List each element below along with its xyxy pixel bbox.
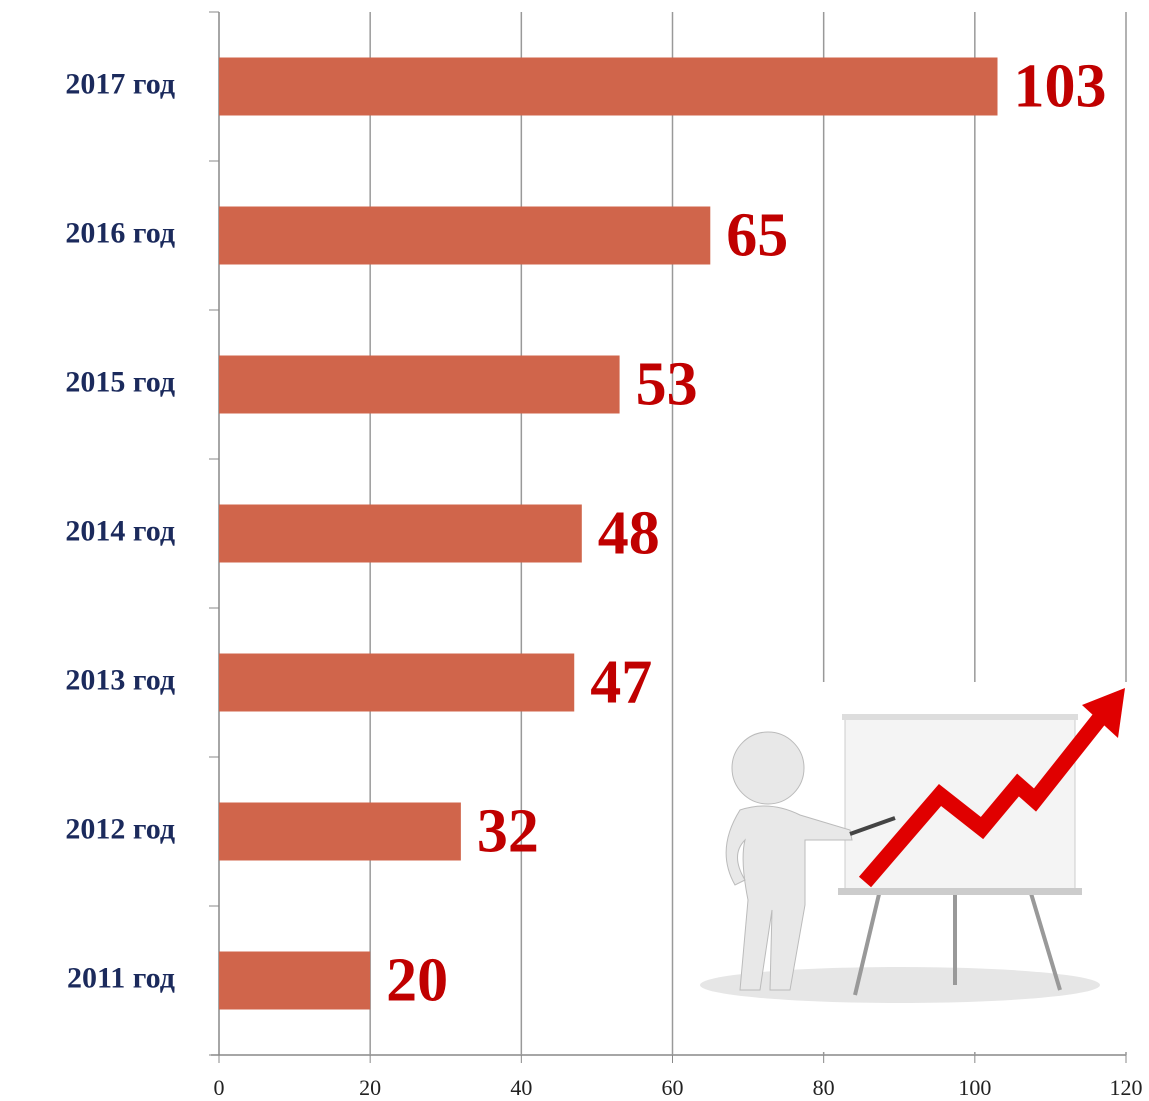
bar xyxy=(219,505,582,563)
bar xyxy=(219,207,710,265)
value-label: 47 xyxy=(590,649,652,717)
value-label: 20 xyxy=(386,947,448,1015)
bar xyxy=(219,58,998,116)
x-tick-label: 60 xyxy=(662,1075,684,1100)
category-label: 2014 год xyxy=(65,514,175,547)
illustration xyxy=(690,682,1149,1052)
x-tick-label: 100 xyxy=(958,1075,991,1100)
category-label: 2013 год xyxy=(65,663,175,696)
category-label: 2015 год xyxy=(65,365,175,398)
bar xyxy=(219,654,574,712)
bar xyxy=(219,952,370,1010)
category-label: 2012 год xyxy=(65,812,175,845)
category-label: 2017 год xyxy=(65,67,175,100)
bar xyxy=(219,803,461,861)
value-label: 48 xyxy=(598,500,660,568)
category-label: 2011 год xyxy=(67,961,175,994)
bar xyxy=(219,356,620,414)
x-tick-label: 0 xyxy=(214,1075,225,1100)
chart: 0 20 40 60 80 100 120 2011 год 20 2012 год 32 2013… xyxy=(0,0,1149,1101)
x-tick-label: 120 xyxy=(1110,1075,1143,1100)
value-label: 53 xyxy=(636,351,698,419)
value-label: 103 xyxy=(1014,53,1107,121)
x-tick-label: 40 xyxy=(510,1075,532,1100)
category-label: 2016 год xyxy=(65,216,175,249)
x-tick-label: 20 xyxy=(359,1075,381,1100)
value-label: 65 xyxy=(726,202,788,270)
value-label: 32 xyxy=(477,798,539,866)
x-tick-label: 80 xyxy=(813,1075,835,1100)
